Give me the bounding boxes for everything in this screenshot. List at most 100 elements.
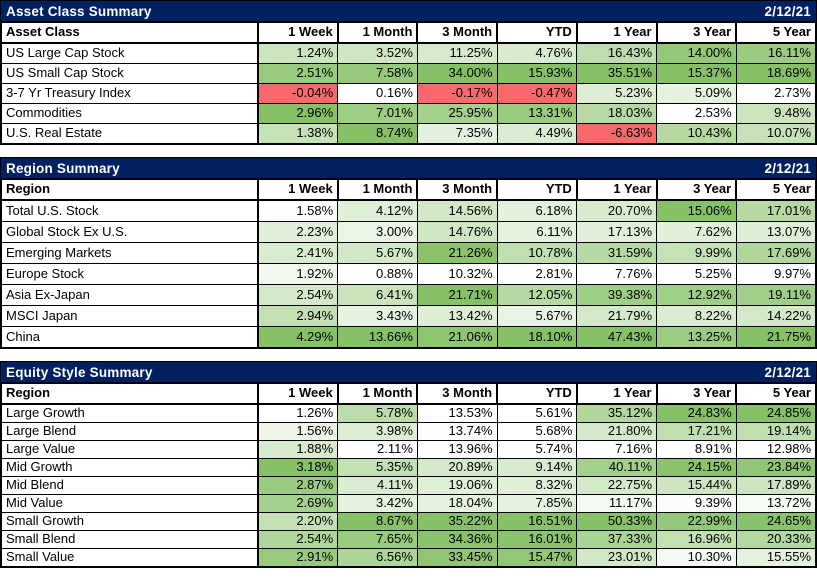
row-label: Total U.S. Stock [0,199,259,222]
value-cell: 0.16% [337,83,418,104]
value-cell: 35.12% [576,403,658,423]
value-cell: 10.32% [416,263,498,285]
period-column-header: 3 Month [416,21,499,44]
value-cell: 9.39% [656,494,737,513]
value-cell: 5.35% [337,458,418,477]
value-cell: 15.47% [496,548,578,568]
value-cell: 13.42% [416,305,498,327]
table-row: Commodities 2.96% 7.01% 25.95% 13.31% 18.03% 2… [0,103,817,124]
value-cell: 3.18% [257,458,339,477]
value-cell: 10.30% [656,548,737,568]
value-cell: 19.14% [735,422,817,441]
value-cell: 17.13% [576,221,658,243]
value-cell: 9.48% [735,103,817,124]
performance-summary-report: Asset Class Summary 2/12/21 Asset Class … [0,0,817,568]
table-date: 2/12/21 [764,3,811,19]
value-cell: 3.43% [337,305,418,327]
value-cell: 4.49% [496,123,578,145]
value-cell: 5.23% [576,83,658,104]
row-label: Small Value [0,548,259,568]
row-label: US Small Cap Stock [0,63,259,84]
value-cell: 8.32% [496,476,578,495]
header-row: Region 1 Week 1 Month 3 Month YTD 1 Year 3 Ye… [0,178,817,201]
row-label: Mid Value [0,494,259,513]
value-cell: 7.16% [576,440,658,459]
value-cell: 14.00% [656,42,737,64]
row-label: US Large Cap Stock [0,42,259,64]
value-cell: 34.00% [416,63,498,84]
value-cell: 13.72% [735,494,817,513]
row-label: Global Stock Ex U.S. [0,221,259,243]
value-cell: 14.56% [416,199,498,222]
table-row: 3-7 Yr Treasury Index -0.04% 0.16% -0.17% -0… [0,83,817,104]
table-row: Large Value 1.88% 2.11% 13.96% 5.74% 7.16% 8.9… [0,440,817,459]
value-cell: 16.11% [735,42,817,64]
value-cell: 14.22% [735,305,817,327]
value-cell: 2.54% [257,530,339,549]
value-cell: 11.17% [576,494,658,513]
value-cell: 16.96% [656,530,737,549]
value-cell: 5.67% [496,305,578,327]
value-cell: 9.14% [496,458,578,477]
row-label: Commodities [0,103,259,124]
row-label: U.S. Real Estate [0,123,259,145]
value-cell: 7.62% [656,221,737,243]
value-cell: 8.22% [656,305,737,327]
period-column-header: YTD [496,382,578,405]
value-cell: 21.06% [416,326,498,349]
period-column-header: 5 Year [735,178,817,201]
period-column-header: YTD [496,178,578,201]
value-cell: 17.69% [735,242,817,264]
value-cell: 20.70% [576,199,658,222]
period-column-header: 1 Month [336,178,419,201]
value-cell: 3.98% [337,422,418,441]
value-cell: 15.37% [656,63,737,84]
value-cell: 7.58% [337,63,418,84]
table-row: Total U.S. Stock 1.58% 4.12% 14.56% 6.18% 20.… [0,199,817,222]
table-row: US Large Cap Stock 1.24% 3.52% 11.25% 4.76% 1… [0,42,817,64]
value-cell: -0.04% [257,83,339,104]
row-label: MSCI Japan [0,305,259,327]
value-cell: 7.35% [416,123,498,145]
value-cell: -0.17% [416,83,498,104]
value-cell: 15.06% [656,199,737,222]
value-cell: 33.45% [416,548,498,568]
value-cell: 7.76% [576,263,658,285]
value-cell: 24.83% [656,403,737,423]
table-row: US Small Cap Stock 2.51% 7.58% 34.00% 15.93%… [0,63,817,84]
period-column-header: YTD [496,21,578,44]
value-cell: 16.01% [496,530,578,549]
asset-class-data-table: Asset Class 1 Week 1 Month 3 Month YTD 1 Yea… [0,21,817,145]
value-cell: 2.81% [496,263,578,285]
table-title-bar: Region Summary 2/12/21 [0,157,817,178]
value-cell: 5.61% [496,403,578,423]
value-cell: 40.11% [576,458,658,477]
value-cell: 13.74% [416,422,498,441]
value-cell: 4.76% [496,42,578,64]
row-label: Asia Ex-Japan [0,284,259,306]
row-label: China [0,326,259,349]
value-cell: 20.33% [735,530,817,549]
value-cell: 9.97% [735,263,817,285]
value-cell: 23.84% [735,458,817,477]
period-column-header: 1 Week [257,178,339,201]
table-title-bar: Equity Style Summary 2/12/21 [0,361,817,382]
value-cell: 3.42% [337,494,418,513]
value-cell: 6.56% [337,548,418,568]
value-cell: -6.63% [576,123,658,145]
value-cell: 5.78% [337,403,418,423]
value-cell: 1.92% [257,263,339,285]
table-row: Mid Blend 2.87% 4.11% 19.06% 8.32% 22.75% 15.4… [0,476,817,495]
value-cell: 2.11% [337,440,418,459]
row-label: Large Value [0,440,259,459]
value-cell: 2.23% [257,221,339,243]
table-row: Global Stock Ex U.S. 2.23% 3.00% 14.76% 6.11… [0,221,817,243]
row-label: Mid Growth [0,458,259,477]
table-date: 2/12/21 [764,364,811,380]
period-column-header: 5 Year [735,21,817,44]
value-cell: 18.69% [735,63,817,84]
value-cell: 13.07% [735,221,817,243]
value-cell: 11.25% [416,42,498,64]
value-cell: 5.68% [496,422,578,441]
value-cell: 2.96% [257,103,339,124]
